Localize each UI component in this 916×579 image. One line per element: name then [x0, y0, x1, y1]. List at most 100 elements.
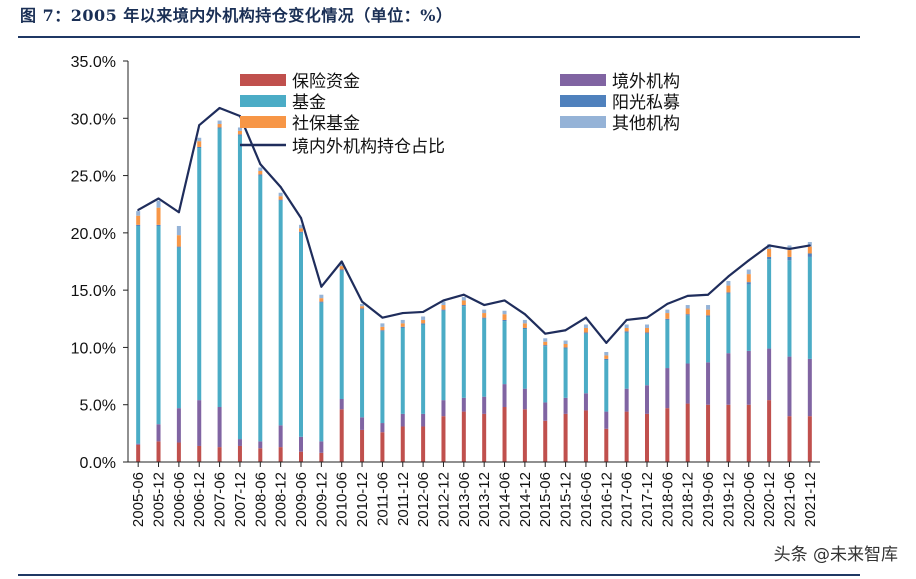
bar-segment: [197, 137, 202, 142]
bar-segment: [726, 404, 731, 462]
bar-segment: [197, 400, 202, 446]
y-tick-label: 10.0%: [71, 340, 116, 357]
legend-swatch: [560, 116, 606, 128]
bar-segment: [543, 338, 548, 342]
bar-segment: [502, 407, 507, 462]
bar-segment: [360, 417, 365, 430]
bar-segment: [665, 408, 670, 462]
bar-segment: [543, 345, 548, 347]
bar-segment: [726, 353, 731, 405]
bar-segment: [339, 269, 344, 271]
bar-segment: [258, 170, 263, 175]
bar-segment: [665, 368, 670, 409]
bar-segment: [726, 293, 731, 354]
bar-segment: [563, 347, 568, 349]
bar-segment: [706, 305, 711, 310]
bar-segment: [278, 199, 283, 201]
bar-segment: [380, 331, 385, 424]
bar-segment: [156, 200, 161, 208]
bar-segment: [767, 248, 772, 257]
bar-segment: [522, 409, 527, 462]
bar-segment: [441, 305, 446, 310]
bar-segment: [665, 313, 670, 319]
bar-segment: [156, 224, 161, 226]
x-tick-label: 2006-06: [171, 472, 188, 527]
bar-segment: [522, 388, 527, 410]
total-line-point: [218, 106, 221, 109]
bar-segment: [767, 400, 772, 462]
bar-segment: [461, 306, 466, 398]
bar-segment: [299, 231, 303, 233]
bar-segment: [258, 175, 263, 442]
bar-segment: [339, 409, 344, 462]
bar-segment: [563, 348, 568, 398]
bar-segment: [583, 324, 588, 328]
bar-segment: [726, 292, 731, 294]
x-tick-label: 2021-12: [802, 472, 819, 527]
total-line-point: [320, 285, 323, 288]
x-tick-label: 2018-12: [680, 472, 697, 527]
y-tick-label: 20.0%: [71, 226, 116, 243]
total-line: [137, 106, 811, 344]
bar-segment: [787, 260, 792, 357]
bar-segment: [645, 327, 649, 333]
bar-segment: [299, 224, 303, 229]
bar-segment: [278, 192, 283, 197]
bar-segment: [258, 167, 263, 171]
bar-segment: [278, 447, 283, 462]
bar-segment: [807, 358, 812, 417]
bar-segment: [645, 324, 649, 328]
bar-segment: [807, 253, 812, 257]
bar-segment: [624, 411, 629, 462]
y-tick-label: 15.0%: [71, 283, 116, 300]
bar-segment: [461, 305, 466, 307]
total-line-point: [625, 318, 628, 321]
total-line-point: [361, 300, 364, 303]
total-line-point: [707, 293, 710, 296]
legend-label: 社保基金: [292, 114, 360, 134]
bar-segment: [583, 333, 588, 394]
x-tick-label: 2016-12: [598, 472, 615, 527]
total-line-point: [523, 313, 526, 316]
bar-segment: [502, 321, 507, 385]
bar-segment: [645, 385, 649, 414]
bar-segment: [176, 442, 181, 462]
bar-segment: [319, 301, 324, 303]
bar-segment: [645, 332, 649, 334]
total-line-point: [300, 216, 302, 219]
x-tick-label: 2016-06: [578, 472, 595, 527]
bar-segment: [746, 269, 751, 275]
x-tick-label: 2015-06: [537, 472, 554, 527]
bar-segment: [237, 445, 242, 462]
bar-segment: [339, 262, 344, 267]
legend-label: 境内外机构持仓占比: [292, 137, 445, 157]
bar-segment: [278, 196, 283, 200]
total-line-point: [584, 316, 587, 319]
bar-segment: [339, 398, 344, 410]
bar-segment: [380, 423, 385, 433]
bar-segment: [482, 318, 487, 397]
legend-swatch: [240, 116, 286, 128]
total-line-point: [605, 341, 608, 344]
bar-segment: [136, 225, 141, 444]
total-line-point: [422, 310, 425, 313]
x-tick-label: 2011-06: [374, 472, 391, 526]
bar-segment: [604, 355, 609, 359]
total-line-point: [259, 163, 262, 166]
x-tick-label: 2014-06: [497, 472, 514, 527]
title-divider: [18, 36, 860, 38]
total-line-point: [137, 208, 140, 211]
bar-segment: [176, 246, 181, 248]
bar-segment: [421, 324, 426, 414]
bar-segment: [583, 393, 588, 411]
x-tick-label: 2020-06: [741, 472, 758, 527]
x-tick-label: 2009-06: [293, 472, 310, 527]
bar-segment: [197, 148, 202, 401]
bar-segment: [461, 397, 466, 412]
bar-segment: [299, 436, 303, 452]
bar-segment: [482, 313, 487, 318]
bar-segment: [299, 228, 303, 232]
total-line-point: [788, 247, 791, 250]
bar-segment: [726, 285, 731, 293]
